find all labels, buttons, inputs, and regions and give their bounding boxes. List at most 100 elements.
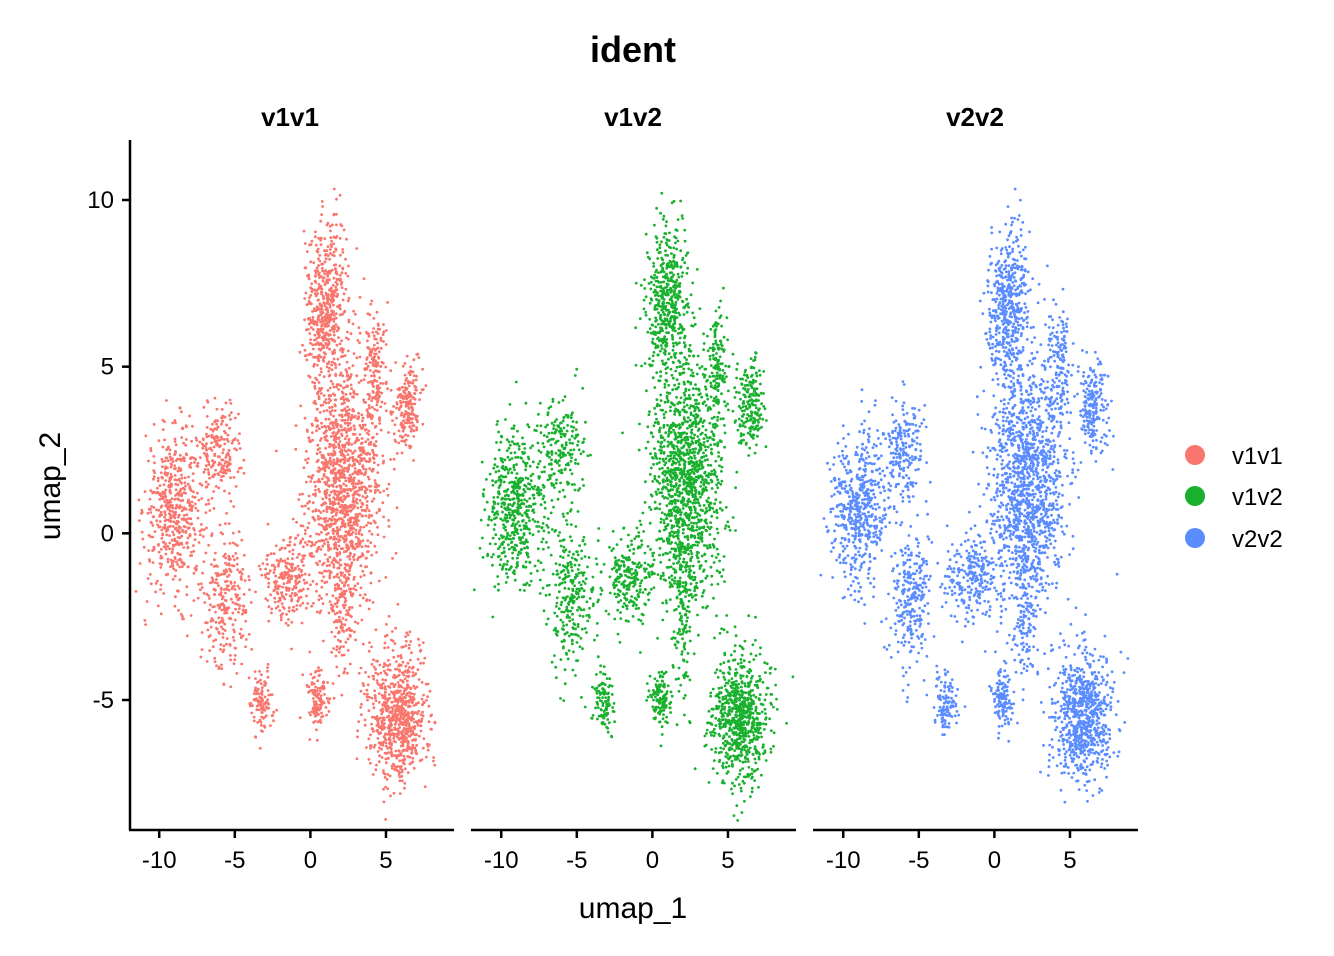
data-point [303, 354, 307, 358]
data-point [365, 504, 369, 507]
data-point [515, 472, 519, 475]
data-point [406, 379, 410, 383]
data-point [348, 473, 352, 477]
data-point [493, 511, 497, 515]
data-point [377, 741, 381, 745]
data-point [340, 432, 343, 436]
data-point [532, 502, 535, 506]
data-point [244, 608, 248, 612]
data-point [148, 497, 152, 501]
data-point [296, 599, 300, 603]
data-point [313, 703, 316, 706]
data-point [152, 547, 156, 550]
data-point [164, 494, 167, 498]
data-point [331, 350, 334, 354]
data-point [534, 429, 538, 432]
data-point [387, 431, 390, 434]
data-point [331, 527, 335, 531]
data-point [388, 693, 391, 696]
data-point [320, 200, 324, 203]
data-point [348, 551, 352, 555]
data-point [169, 484, 173, 488]
data-point [349, 392, 352, 396]
data-point [327, 341, 331, 344]
data-point [173, 574, 177, 578]
data-point [496, 555, 500, 559]
data-point [503, 506, 507, 510]
data-point [368, 361, 372, 364]
data-point [304, 291, 308, 295]
data-point [388, 741, 392, 745]
data-point [317, 533, 321, 536]
data-point [215, 664, 218, 668]
data-point [302, 578, 306, 582]
data-point [535, 525, 539, 528]
data-point [244, 638, 248, 641]
data-point [355, 757, 359, 761]
data-point [324, 483, 328, 486]
data-point [493, 517, 496, 521]
data-point [522, 518, 525, 522]
data-point [204, 503, 208, 506]
data-point [302, 557, 305, 560]
data-point [334, 404, 337, 408]
data-point [338, 498, 342, 502]
data-point [312, 706, 315, 710]
data-point [210, 449, 214, 452]
data-point [416, 420, 419, 424]
data-point [351, 451, 355, 455]
data-point [349, 479, 353, 483]
data-point [293, 567, 297, 571]
data-point [360, 713, 363, 716]
data-point [222, 588, 226, 591]
data-point [396, 681, 400, 684]
data-point [531, 533, 535, 537]
data-point [301, 537, 305, 541]
data-point [305, 358, 309, 362]
data-point [171, 563, 174, 566]
data-point [307, 436, 311, 440]
data-point [237, 412, 240, 416]
data-point [214, 620, 218, 624]
data-point [389, 746, 393, 750]
data-point [217, 616, 221, 620]
data-point [395, 754, 398, 758]
data-point [141, 537, 145, 541]
data-point [493, 463, 497, 467]
data-point [309, 583, 312, 587]
data-point [197, 498, 201, 502]
data-point [273, 596, 277, 600]
data-point [541, 537, 545, 541]
data-point [345, 543, 349, 546]
data-point [384, 818, 387, 821]
data-point [340, 453, 343, 457]
data-point [360, 472, 364, 475]
data-point [377, 396, 380, 400]
data-point [310, 282, 314, 286]
data-point [338, 587, 342, 590]
data-point [373, 378, 377, 382]
data-point [341, 536, 345, 540]
data-point [405, 724, 408, 727]
data-point [358, 341, 361, 345]
data-point [231, 541, 235, 545]
data-point [421, 746, 425, 750]
data-point [331, 483, 335, 487]
data-point [391, 639, 395, 643]
data-point [496, 465, 499, 468]
data-point [308, 711, 311, 714]
data-point [531, 509, 534, 512]
data-point [353, 491, 356, 494]
data-point [291, 548, 295, 552]
data-point [387, 658, 390, 662]
data-point [511, 510, 515, 514]
data-point [354, 542, 358, 546]
data-point [346, 491, 349, 495]
data-point [511, 435, 515, 439]
data-point [330, 328, 334, 331]
data-point [345, 628, 348, 632]
data-point [325, 429, 328, 432]
data-point [203, 468, 207, 471]
data-point [284, 621, 288, 625]
data-point [351, 472, 355, 476]
